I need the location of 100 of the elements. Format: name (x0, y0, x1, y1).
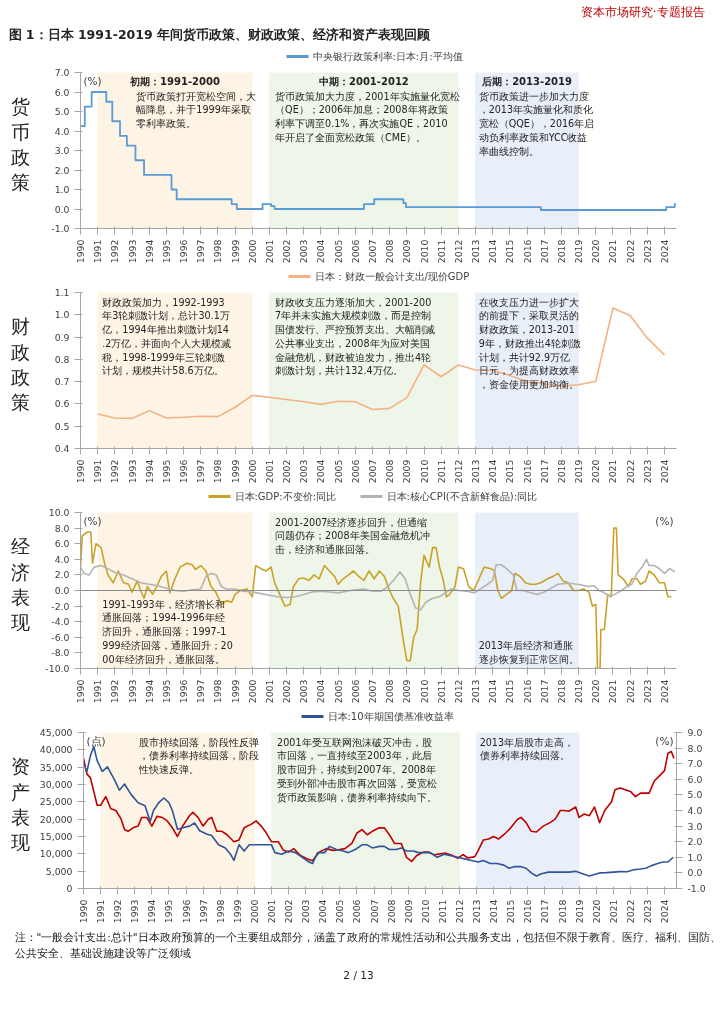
x-tick-label: 2008 (384, 679, 396, 704)
x-tick-label: 2024 (658, 239, 670, 264)
y2-tick-label: 4.0 (687, 805, 703, 816)
line-series (96, 307, 666, 420)
x-tick-label: 1991 (92, 679, 104, 704)
x-tick-label: 1993 (126, 239, 138, 264)
x-tick-label: 2012 (452, 459, 464, 484)
x-tick-label: 2009 (401, 239, 413, 264)
x-tick-label: 2000 (248, 899, 260, 924)
annotation: 在收支压力进一步扩大的前提下，采取灵活的财政政策，2013-2019年，财政推出4轮刺激计划，共计92.9万亿日元，为提高财政效率，资金使用更加均衡。 (478, 296, 581, 390)
x-tick-label: 2005 (334, 899, 346, 924)
x-tick-label: 2013 (470, 239, 482, 264)
x-tick-label: 1994 (143, 459, 155, 484)
x-tick-label: 1997 (195, 239, 207, 264)
x-tick-label: 1992 (109, 679, 121, 704)
x-tick-label: 2015 (504, 459, 516, 484)
y2-tick-label: 0.0 (687, 867, 703, 879)
x-tick-label: 1995 (160, 679, 172, 704)
x-tick-label: 2003 (298, 239, 310, 264)
x-tick-label: 2006 (349, 239, 361, 264)
x-tick-label: 1996 (178, 239, 190, 264)
x-tick-label: 1993 (126, 459, 138, 484)
x-tick-label: 1992 (112, 899, 124, 924)
x-tick-label: 2000 (246, 239, 258, 264)
x-tick-label: 1999 (231, 899, 243, 924)
x-tick-label: 2011 (435, 239, 447, 264)
x-tick-label: 2002 (281, 459, 293, 484)
x-tick-label: 2017 (538, 459, 550, 484)
annotation: 2013年后经济和通胀逐步恢复到正常区间。 (478, 639, 579, 665)
x-tick-label: 2010 (419, 899, 431, 924)
x-tick-label: 2013 (470, 459, 482, 484)
x-tick-label: 2015 (505, 899, 517, 924)
x-tick-label: 2015 (504, 239, 516, 264)
y-tick-label: 8.0 (54, 522, 70, 534)
text: 财政政策 (11, 315, 30, 414)
x-tick-label: 2014 (488, 899, 500, 924)
text: 资产表现 (11, 755, 30, 854)
band-label: 初期：1991-2000 (129, 75, 220, 87)
x-tick-label: 1998 (214, 899, 226, 924)
y-tick-label: 0.6 (54, 398, 70, 410)
annotation: 财政收支压力逐渐加大，2001-2007年并未实施大规模刺激，而是控制国债发行、严控预算支出、大幅削减公共事业支出，2008年为应对美国金融危机，财政被迫发力，推出4轮刺激计划，共计132.4万亿。 (275, 296, 436, 377)
x-tick-label: 2009 (401, 679, 413, 704)
x-tick-label: 2005 (332, 239, 344, 264)
x-tick-label: 2010 (418, 459, 430, 484)
x-tick-label: 2013 (470, 679, 482, 704)
line-series (80, 558, 676, 611)
x-tick-label: 1994 (143, 239, 155, 264)
x-tick-label: 2004 (315, 459, 327, 484)
band-label: 后期：2013-2019 (481, 75, 573, 87)
x-tick-label: 2004 (317, 899, 329, 924)
x-tick-label: 1990 (75, 679, 86, 704)
x-tick-label: 2012 (452, 679, 464, 704)
x-tick-label: 2011 (435, 679, 447, 704)
x-tick-label: 1995 (160, 459, 172, 484)
x-tick-label: 1999 (229, 459, 241, 484)
y-axis-title: (%) (83, 514, 102, 527)
x-tick-label: 2001 (263, 239, 275, 264)
x-tick-label: 2002 (281, 239, 293, 264)
x-tick-label: 2000 (246, 459, 258, 484)
x-tick-label: 2007 (366, 679, 378, 704)
legend-label: 日本:10年期国债基准收益率 (327, 711, 454, 722)
x-tick-label: 2009 (402, 899, 414, 924)
y-tick-label: 0.8 (54, 353, 70, 365)
y-tick-label: -10.0 (45, 663, 70, 674)
y-tick-label: 0.5 (54, 420, 70, 432)
x-tick-label: 1994 (143, 679, 155, 704)
text: 注："一般会计支出:总计"日本政府预算的一个主要组成部分，涵盖了政府的常规性活动和公共服务支出，包括但不限于教育、医疗、福利、国防、公共安全、基础设施建设等广泛领域 (14, 930, 721, 960)
y2-tick-label: 7.0 (687, 758, 703, 770)
x-tick-label: 1992 (109, 459, 121, 484)
x-tick-label: 2009 (401, 459, 413, 484)
x-tick-label: 1998 (212, 679, 224, 704)
legend-label: 日本:GDP:不变价:同比 (234, 491, 337, 502)
y-tick-label: 5,000 (45, 865, 73, 877)
y-tick-label: 45,000 (39, 727, 73, 738)
x-tick-label: 2022 (624, 899, 636, 924)
x-tick-label: 2011 (435, 459, 447, 484)
annotation: 1991-1993年，经济增长和通胀回落；1994-1996年经济回升，通胀回落；1997-1999经济回落，通胀回升；2000年经济回升，通胀回落。 (102, 598, 233, 665)
x-tick-label: 1996 (180, 899, 192, 924)
x-tick-label: 2021 (607, 459, 619, 484)
x-tick-label: 2021 (607, 239, 619, 264)
y-tick-label: 25,000 (39, 796, 73, 808)
x-tick-label: 2014 (487, 459, 499, 484)
x-tick-label: 2003 (298, 459, 310, 484)
legend-label: 日本：财政一般会计支出/现价GDP (314, 271, 470, 282)
x-tick-label: 1993 (126, 679, 138, 704)
x-tick-label: 1996 (178, 459, 190, 484)
x-tick-label: 2012 (452, 239, 464, 264)
x-tick-label: 2017 (539, 899, 551, 924)
x-tick-label: 2019 (573, 679, 585, 704)
y2-axis-title: (%) (655, 514, 674, 527)
text: 货币政策 (11, 95, 30, 194)
x-tick-label: 2001 (263, 679, 275, 704)
y-tick-label: 4.0 (54, 553, 70, 565)
x-tick-label: 2013 (471, 899, 483, 924)
x-tick-label: 2007 (366, 239, 378, 264)
y-tick-label: 35,000 (39, 761, 73, 773)
annotation: 2001年受互联网泡沫破灭冲击，股市回落，一直持续至2003年，此后股市回升，持续到2007年。2008年受到外部冲击股市再次回落，受宽松货币政策影响，债券利率持续向下。 (277, 736, 438, 803)
y2-tick-label: 5.0 (687, 789, 703, 801)
y-tick-label: 0.4 (54, 443, 70, 454)
x-tick-label: 2007 (368, 899, 380, 924)
